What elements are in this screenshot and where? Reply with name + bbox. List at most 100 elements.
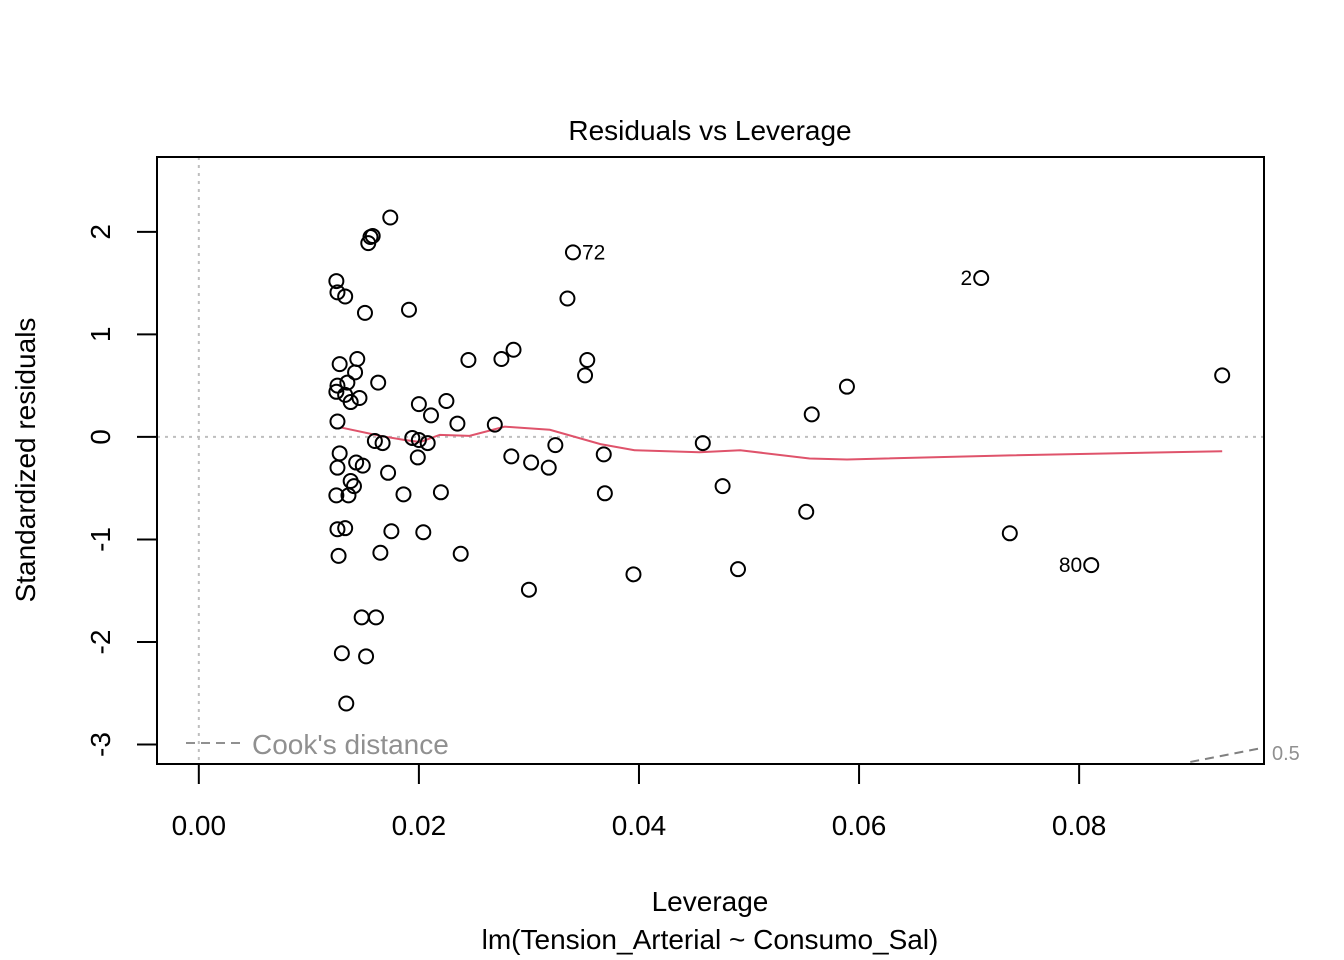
y-tick-label: -1: [85, 527, 116, 552]
cooks-distance-contour: [1190, 746, 1265, 763]
data-point: [337, 288, 354, 305]
data-point: [380, 464, 397, 481]
x-axis-label: Leverage: [652, 886, 769, 917]
plot-area: 72 2 80: [157, 157, 1265, 764]
point-label: 80: [1059, 554, 1082, 577]
data-point: [329, 413, 346, 430]
data-point: [714, 478, 731, 495]
data-point: [559, 290, 576, 307]
plot-frame: [156, 156, 1265, 765]
data-point: [438, 393, 455, 410]
data-point: [382, 209, 399, 226]
data-point: [372, 544, 389, 561]
data-point: [730, 561, 747, 578]
data-point: [342, 394, 359, 411]
data-point: [331, 356, 348, 373]
data-point: [329, 377, 346, 394]
data-point: [333, 645, 350, 662]
data-point: [1083, 557, 1100, 574]
data-point: [338, 695, 355, 712]
y-tick-label: 2: [85, 224, 116, 240]
data-point: [493, 350, 510, 367]
data-point: [328, 487, 345, 504]
data-point: [400, 301, 417, 318]
data-point: [349, 350, 366, 367]
data-point: [360, 235, 377, 252]
data-point: [358, 648, 375, 665]
data-point: [354, 457, 371, 474]
data-point: [973, 269, 990, 286]
data-point: [409, 449, 426, 466]
y-tick-label: -2: [85, 630, 116, 655]
data-point: [625, 566, 642, 583]
data-point: [520, 581, 537, 598]
x-tick-label: 0.02: [392, 810, 447, 841]
data-point: [353, 609, 370, 626]
data-point: [694, 435, 711, 452]
data-point: [577, 367, 594, 384]
data-point: [328, 383, 345, 400]
y-axis-label: Standardized residuals: [10, 318, 41, 603]
data-point: [410, 431, 427, 448]
data-point: [367, 609, 384, 626]
x-tick-label: 0.06: [832, 810, 887, 841]
data-point: [404, 429, 421, 446]
data-point: [337, 520, 354, 537]
data-point: [383, 523, 400, 540]
point-label: 72: [582, 241, 605, 264]
data-point: [449, 415, 466, 432]
data-point: [547, 437, 564, 454]
y-tick-label: 0: [85, 429, 116, 445]
data-point: [328, 273, 345, 290]
y-axis: -3 -2 -1 0 1 2: [85, 224, 158, 757]
data-point: [838, 378, 855, 395]
data-point: [329, 284, 346, 301]
data-point: [460, 352, 477, 369]
data-point: [339, 374, 356, 391]
data-point: [366, 433, 383, 450]
x-tick-label: 0.00: [172, 810, 227, 841]
x-tick-label: 0.04: [612, 810, 667, 841]
data-point: [356, 304, 373, 321]
data-point: [422, 407, 439, 424]
data-point: [340, 487, 357, 504]
data-point: [505, 341, 522, 358]
data-point: [523, 454, 540, 471]
data-point: [432, 484, 449, 501]
data-point: [452, 545, 469, 562]
y-tick-label: -3: [85, 732, 116, 757]
data-point: [1001, 525, 1018, 542]
data-point: [351, 389, 368, 406]
data-point: [347, 364, 364, 381]
data-point: [415, 524, 432, 541]
chart-title: Residuals vs Leverage: [568, 115, 851, 146]
data-point: [1214, 367, 1231, 384]
data-point: [410, 396, 427, 413]
y-tick-label: 1: [85, 327, 116, 343]
data-point: [486, 416, 503, 433]
data-point: [329, 459, 346, 476]
data-point: [330, 547, 347, 564]
data-point: [579, 352, 596, 369]
cooks-contour-label: 0.5: [1272, 743, 1300, 765]
point-label: 2: [961, 267, 973, 290]
data-point: [395, 486, 412, 503]
data-point: [803, 406, 820, 423]
data-point: [331, 445, 348, 462]
data-point: [345, 478, 362, 495]
data-point: [419, 435, 436, 452]
data-point: [374, 435, 391, 452]
model-formula-subtitle: lm(Tension_Arterial ~ Consumo_Sal): [482, 924, 939, 955]
data-point: [595, 446, 612, 463]
data-point: [329, 521, 346, 538]
cooks-legend-label: Cook's distance: [252, 729, 449, 760]
data-point: [798, 503, 815, 520]
data-point: [370, 374, 387, 391]
data-point: [564, 244, 581, 261]
cooks-distance-legend: Cook's distance: [186, 729, 449, 760]
x-tick-label: 0.08: [1052, 810, 1107, 841]
data-point: [503, 448, 520, 465]
smoother-line: [341, 425, 1223, 461]
data-point: [540, 459, 557, 476]
